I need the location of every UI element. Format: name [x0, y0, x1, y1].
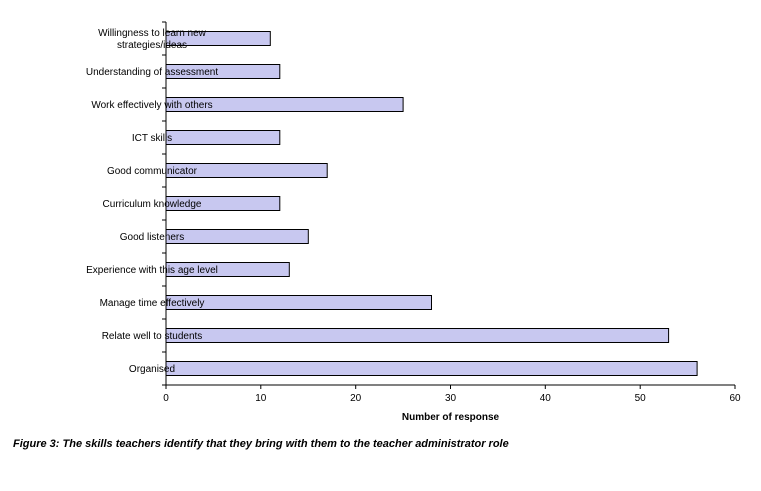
- x-tick-label: 40: [540, 393, 552, 404]
- y-axis-ticks: [162, 21, 166, 386]
- category-label: Work effectively with others: [91, 100, 212, 111]
- category-label: Good listeners: [120, 232, 184, 243]
- x-tick-label: 20: [350, 393, 362, 404]
- category-label: Understanding of assessment: [86, 67, 219, 78]
- x-tick-label: 60: [729, 393, 741, 404]
- category-label: ICT skills: [132, 133, 172, 144]
- figure-caption: Figure 3: The skills teachers identify t…: [13, 438, 509, 450]
- category-label: Good communicator: [107, 166, 198, 177]
- x-tick-label: 10: [255, 393, 267, 404]
- bar: [165, 295, 432, 310]
- category-label: Willingness to learn new: [98, 28, 207, 39]
- bar: [165, 130, 281, 145]
- category-label: Experience with this age level: [86, 265, 218, 276]
- bar: [165, 328, 670, 343]
- x-tick-label: 30: [445, 393, 457, 404]
- category-label: Relate well to students: [102, 331, 203, 342]
- x-axis-ticks: 0 10 20 30 40 50 60: [163, 385, 741, 404]
- x-tick-label: 50: [635, 393, 647, 404]
- x-axis-title: Number of response: [402, 412, 500, 423]
- category-label: Manage time effectively: [100, 298, 205, 309]
- x-tick-label: 0: [163, 393, 169, 404]
- category-label: Organised: [129, 364, 175, 375]
- bars-group: [165, 31, 698, 376]
- category-label: strategies/ideas: [117, 40, 187, 51]
- category-labels: Willingness to learn newstrategies/ideas…: [86, 28, 219, 375]
- bar: [165, 229, 309, 244]
- category-label: Curriculum knowledge: [103, 199, 202, 210]
- bar: [165, 361, 698, 376]
